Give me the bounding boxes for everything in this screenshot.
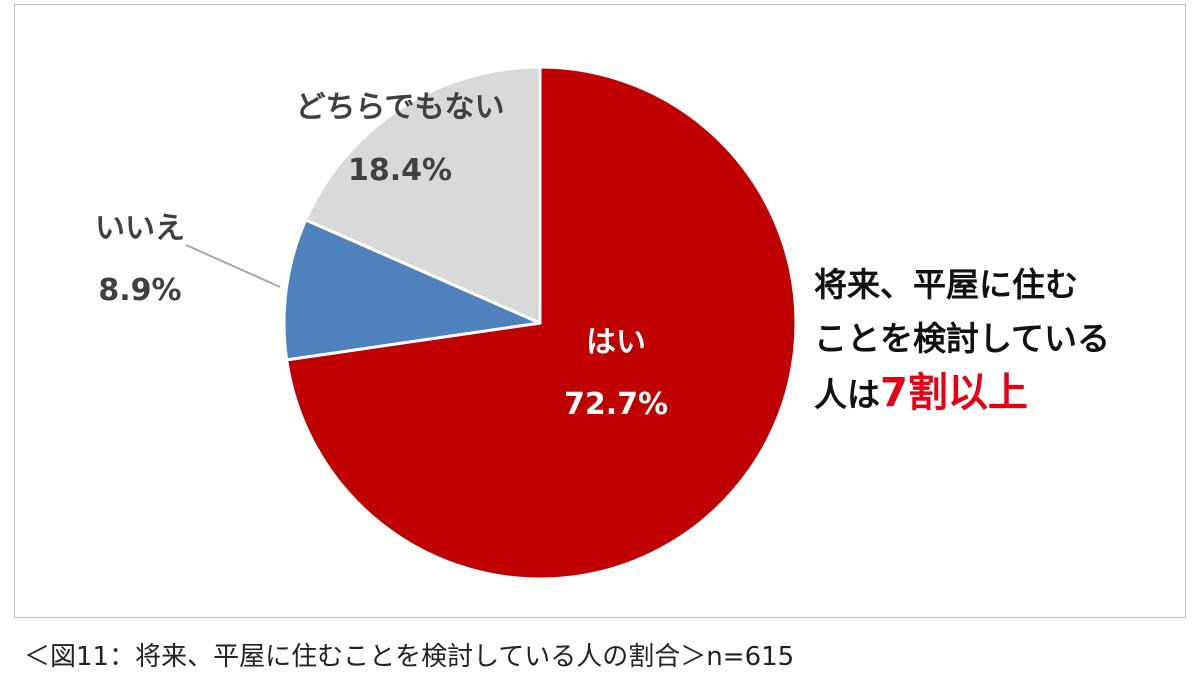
figure-caption: ＜図11：将来、平屋に住むことを検討している人の割合＞n=615 <box>24 642 795 672</box>
pie-slice-3 <box>304 65 542 325</box>
slice-value-3: 18.4% <box>348 153 452 188</box>
callout-text: 将来、平屋に住む ことを検討している 人は7割以上 <box>814 258 1184 422</box>
pie-slice-2 <box>282 218 542 362</box>
slice-value-1: 72.7% <box>564 387 668 422</box>
callout-line-2: ことを検討している <box>814 319 1111 358</box>
leader-line <box>185 244 281 288</box>
slice-label-2: いいえ <box>95 211 185 246</box>
callout-highlight: 7割以上 <box>880 370 1028 416</box>
callout-line-3-prefix: 人は <box>814 375 880 414</box>
slice-label-1: はい <box>586 325 646 360</box>
slice-value-2: 8.9% <box>98 273 181 308</box>
slice-label-3: どちらでもない <box>295 90 504 125</box>
callout-line-1: 将来、平屋に住む <box>814 265 1078 304</box>
callout-line-3: 人は7割以上 <box>814 366 1184 422</box>
